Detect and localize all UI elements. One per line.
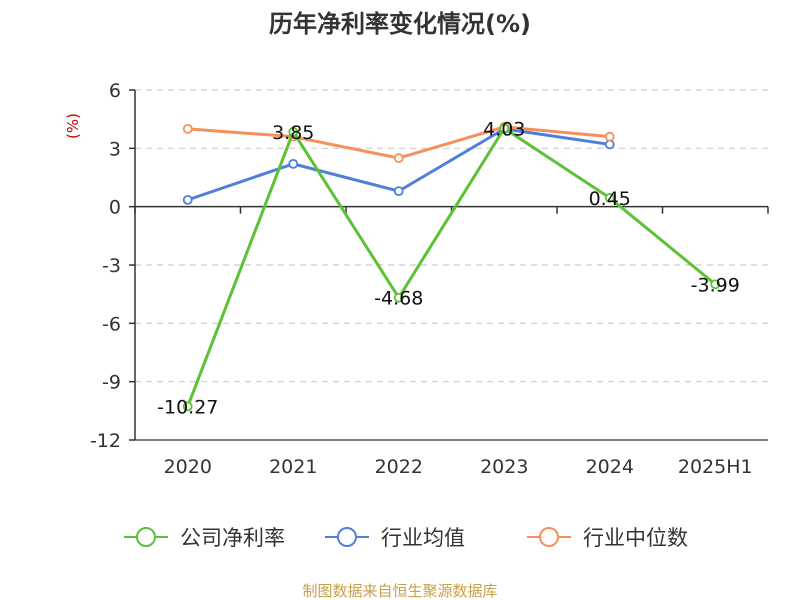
chart-title: 历年净利率变化情况(%) xyxy=(269,10,531,38)
legend: 公司净利率 行业均值 行业中位数 xyxy=(124,526,688,550)
legend-item: 行业中位数 xyxy=(527,526,688,550)
legend-item: 行业均值 xyxy=(325,526,465,550)
series-line xyxy=(186,126,717,407)
data-point xyxy=(604,131,615,142)
data-point xyxy=(182,123,193,134)
data-point xyxy=(393,292,404,303)
data-label: -10.27 xyxy=(157,396,218,418)
y-tick-label: 3 xyxy=(109,138,121,160)
data-point xyxy=(182,194,193,205)
y-tick-label: -9 xyxy=(102,372,121,394)
legend-label: 行业中位数 xyxy=(583,526,688,550)
x-tick-label: 2025H1 xyxy=(678,456,753,478)
y-tick-label: -3 xyxy=(102,255,121,277)
data-label: 4.03 xyxy=(483,118,525,140)
x-tick-label: 2023 xyxy=(480,456,528,478)
data-label: 3.85 xyxy=(272,122,314,144)
y-tick-label: -6 xyxy=(102,313,121,335)
source-note: 制图数据来自恒生聚源数据库 xyxy=(302,582,497,600)
data-label: -4.68 xyxy=(374,288,423,310)
x-tick-label: 2020 xyxy=(164,456,212,478)
axes: 6 3 0 -3 -6 -9 -12 2020 2021 2022 2023 2024 2025H1 xyxy=(90,80,769,478)
data-label: 0.45 xyxy=(589,188,631,210)
series-1 xyxy=(182,123,615,205)
y-axis-label: (%) xyxy=(64,113,82,139)
legend-swatch-marker xyxy=(337,527,357,547)
legend-label: 公司净利率 xyxy=(180,526,285,550)
series-0 xyxy=(182,123,721,412)
data-point xyxy=(499,123,510,134)
x-tick-label: 2024 xyxy=(586,456,634,478)
data-label: -3.99 xyxy=(691,274,740,296)
data-point xyxy=(288,126,299,137)
data-point xyxy=(604,193,615,203)
data-point xyxy=(393,153,404,163)
x-tick-label: 2022 xyxy=(375,456,423,478)
legend-item: 公司净利率 xyxy=(124,526,285,550)
legend-label: 行业均值 xyxy=(381,526,465,550)
series-2 xyxy=(182,122,615,163)
data-labels: -10.27 3.85 -4.68 4.03 0.45 -3.99 xyxy=(157,118,740,418)
series-layer xyxy=(182,122,721,412)
legend-swatch-marker xyxy=(539,527,559,547)
grid-lines xyxy=(135,89,768,383)
y-tick-label: -12 xyxy=(90,430,121,452)
x-tick-label: 2021 xyxy=(269,456,317,478)
data-point xyxy=(393,186,404,197)
y-tick-label: 6 xyxy=(109,80,121,102)
data-point xyxy=(288,158,299,169)
legend-swatch-marker xyxy=(136,527,156,547)
data-point xyxy=(182,401,193,412)
data-point xyxy=(710,279,721,290)
data-point xyxy=(604,139,615,150)
y-tick-label: 0 xyxy=(109,197,121,219)
